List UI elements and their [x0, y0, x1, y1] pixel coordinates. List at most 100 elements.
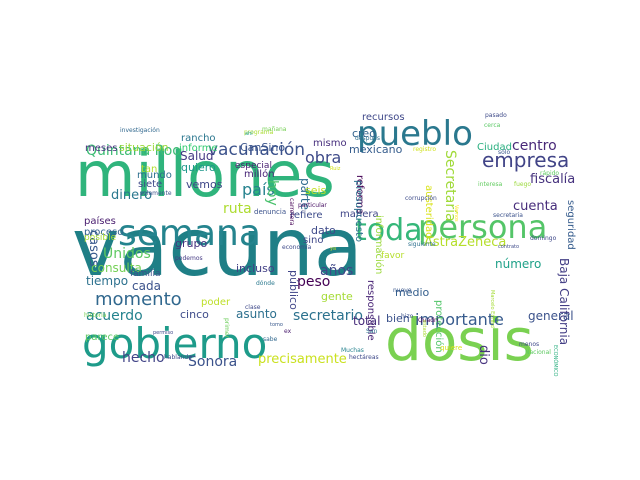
word-ex: ex [284, 328, 292, 335]
word-ruiz: Ruiz [330, 166, 341, 172]
word-mundo: mundo [137, 170, 172, 181]
word-vemos: vemos [186, 178, 223, 191]
word-fiscalia: fiscalía [530, 172, 575, 187]
word-total: total [353, 314, 380, 328]
word-carretera: carretera [288, 198, 295, 226]
word-pais: país [242, 180, 275, 199]
word-quiere: quiere [440, 344, 462, 352]
word-marcelo-ebrard: Marcelo Ebrard [489, 290, 495, 328]
word-investigacion: investigación [120, 127, 160, 134]
word-unidos: Unidos [103, 246, 151, 262]
word-cerca: cerca [484, 122, 501, 129]
word-particular: particular [298, 202, 327, 209]
word-cinco: cinco [180, 308, 209, 321]
word-secretaria: secretaria [493, 212, 523, 219]
word-vamos: Vamos [453, 205, 459, 222]
word-manera: manera [340, 209, 379, 220]
word-tan: tan [141, 164, 157, 175]
word-hizo: hizo [401, 313, 414, 320]
word-refiere: refiere [290, 210, 323, 221]
word-publico: público [287, 270, 300, 310]
word-dinero: dinero [111, 188, 152, 203]
word-quadri: Quadri [418, 317, 438, 324]
word-menos: menos [519, 341, 539, 348]
word-mismo: mismo [313, 138, 347, 149]
word-empresa: empresa [482, 148, 569, 172]
word-siguiente: siguiente [408, 241, 436, 248]
word-domingo: domingo [530, 235, 557, 242]
word-bien: bien [386, 312, 410, 325]
word-parte: parte [298, 178, 312, 210]
word-estado: estado [421, 320, 427, 337]
word-acuerdo: acuerdo [86, 308, 143, 324]
word-informe: informe [179, 143, 218, 154]
word-rancho: rancho [181, 133, 216, 144]
word-especial: especial [235, 161, 272, 171]
word-secretario: secretario [293, 308, 363, 324]
word-creo: creo [352, 127, 376, 140]
word-grupo: grupo [175, 237, 207, 250]
word-manana: mañana [262, 126, 287, 133]
word-san: San [366, 328, 377, 335]
word-familia: familia [130, 269, 160, 279]
word-gobierno: gobierno [82, 319, 267, 368]
word-vacuna: vacuna [72, 201, 363, 294]
word-corrupcion: corrupción [405, 195, 437, 202]
word-dato: dato [311, 224, 336, 237]
word-dio: dio [476, 345, 491, 365]
word-momento: momento [95, 289, 182, 310]
word-denuncia: denuncia [254, 208, 286, 216]
word-proteccion: protección [433, 300, 445, 353]
word-favor: favor [381, 251, 405, 261]
word-millon: millón [244, 168, 275, 180]
word-ya: ya [330, 246, 336, 252]
word-tomo: tomo [270, 322, 283, 328]
word-poder: poder [201, 297, 231, 308]
word-historia: historia [84, 312, 107, 319]
word-situacion: situación [119, 141, 169, 154]
word-baja-california: Baja California [557, 258, 571, 345]
word-podemos: podemos [175, 255, 203, 262]
word-ruta: ruta [223, 201, 252, 217]
word-cansino: CanSino [240, 141, 285, 154]
word-seguridad: seguridad [565, 200, 576, 250]
word-rapido: rápido [540, 170, 559, 177]
word-clase: clase [245, 304, 261, 311]
word-precisamente: precisamente [258, 352, 347, 367]
word-solamente: solamente [140, 190, 172, 197]
word-recursos: recursos [362, 112, 405, 123]
word-responsable: responsable [365, 280, 376, 341]
word-presupuesto: presupuesto [353, 180, 364, 242]
word-economico: ECONÓMICO [552, 345, 559, 377]
word-seis: seis [305, 184, 327, 197]
word-general: general [528, 309, 574, 323]
word-nacional: Nacional [525, 349, 551, 356]
word-economia: economía [282, 244, 312, 251]
word-numero: número [495, 257, 541, 271]
word-quintana-roo: Quintana Roo [86, 143, 181, 159]
word-despues: después [355, 135, 380, 142]
word-secretaria: Secretaría [442, 150, 458, 222]
word-pueblo: pueblo [357, 114, 473, 154]
word-pasado: pasado [485, 112, 507, 119]
word-gente: gente [321, 290, 353, 303]
word-toda: toda [355, 213, 423, 248]
word-hoy: hoy [264, 180, 280, 206]
word-cada: cada [132, 279, 161, 293]
word-anos: años [320, 263, 353, 279]
word-millones: millones [75, 138, 335, 211]
word-solo: sólo [498, 149, 510, 156]
word-sabe: sabe [263, 336, 278, 343]
word-peso: peso [297, 274, 330, 290]
word-casos: casos [86, 230, 101, 267]
word-importante: importante [415, 310, 504, 329]
word-astrazeneca: AstraZeneca [424, 235, 506, 250]
word-permiso: permiso [153, 330, 173, 336]
word-incluso: incluso [236, 262, 275, 275]
word-posible: posible [84, 233, 117, 243]
word-sino: sino [303, 235, 323, 246]
word-registro: registro [413, 146, 436, 153]
word-muchas: Muchas [341, 347, 364, 354]
